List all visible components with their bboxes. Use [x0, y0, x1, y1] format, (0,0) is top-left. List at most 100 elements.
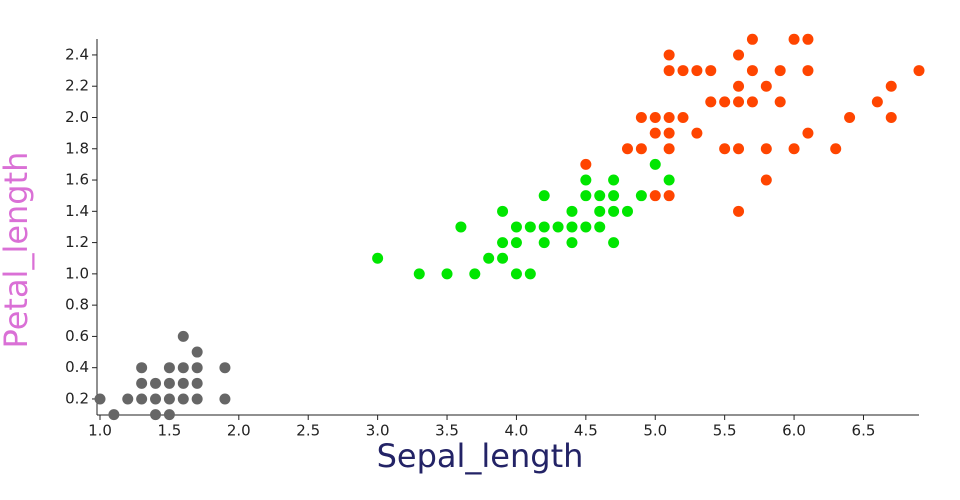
- x-tick-label: 4.5: [574, 422, 598, 440]
- point: [510, 268, 522, 280]
- point: [663, 111, 675, 123]
- point: [802, 127, 814, 139]
- point: [719, 96, 731, 108]
- point: [691, 127, 703, 139]
- point: [649, 190, 661, 202]
- y-tick-label: 1.8: [65, 139, 89, 157]
- point: [469, 268, 481, 280]
- point: [649, 158, 661, 170]
- point: [663, 190, 675, 202]
- point: [885, 111, 897, 123]
- point: [691, 65, 703, 77]
- point: [413, 268, 425, 280]
- point: [455, 221, 467, 233]
- point: [524, 221, 536, 233]
- y-tick-label: 2.2: [65, 77, 89, 95]
- point: [621, 143, 633, 155]
- point: [663, 127, 675, 139]
- point: [746, 96, 758, 108]
- x-tick-label: 6.0: [782, 422, 806, 440]
- point: [802, 65, 814, 77]
- y-tick-label: 1.2: [65, 233, 89, 251]
- point: [566, 205, 578, 217]
- point: [163, 409, 175, 421]
- point: [191, 346, 203, 358]
- point: [608, 174, 620, 186]
- point: [497, 252, 509, 264]
- point: [733, 205, 745, 217]
- y-tick-label: 0.2: [65, 389, 89, 407]
- point: [177, 377, 189, 389]
- point: [871, 96, 883, 108]
- x-tick-label: 5.0: [643, 422, 667, 440]
- point: [649, 111, 661, 123]
- point: [663, 143, 675, 155]
- point: [108, 409, 120, 421]
- point: [510, 237, 522, 249]
- point: [844, 111, 856, 123]
- point: [538, 237, 550, 249]
- y-tick-label: 1.6: [65, 171, 89, 189]
- point: [150, 409, 162, 421]
- point: [705, 96, 717, 108]
- point: [733, 80, 745, 92]
- x-axis-title: Sepal_length: [377, 437, 584, 475]
- point: [94, 393, 106, 405]
- point: [733, 49, 745, 61]
- point: [733, 96, 745, 108]
- y-tick-label: 0.6: [65, 327, 89, 345]
- point: [705, 65, 717, 77]
- point: [566, 237, 578, 249]
- point: [830, 143, 842, 155]
- point: [136, 377, 148, 389]
- point: [524, 268, 536, 280]
- y-tick-label: 1.4: [65, 202, 89, 220]
- point: [538, 190, 550, 202]
- x-tick-label: 6.5: [852, 422, 876, 440]
- point: [483, 252, 495, 264]
- y-axis-title: Petal_length: [0, 152, 35, 349]
- point: [177, 362, 189, 374]
- point: [372, 252, 384, 264]
- point: [163, 362, 175, 374]
- point: [774, 96, 786, 108]
- x-tick-label: 5.5: [713, 422, 737, 440]
- point: [497, 237, 509, 249]
- point: [510, 221, 522, 233]
- point: [580, 158, 592, 170]
- point: [621, 205, 633, 217]
- point: [177, 393, 189, 405]
- point: [552, 221, 564, 233]
- x-tick-label: 1.0: [88, 422, 112, 440]
- point: [774, 65, 786, 77]
- point: [788, 143, 800, 155]
- point: [163, 393, 175, 405]
- y-tick-label: 2.4: [65, 45, 89, 63]
- point: [136, 362, 148, 374]
- point: [191, 362, 203, 374]
- point: [663, 174, 675, 186]
- y-tick-label: 0.4: [65, 358, 89, 376]
- point: [746, 33, 758, 45]
- point: [150, 393, 162, 405]
- x-tick-label: 2.0: [227, 422, 251, 440]
- point: [663, 65, 675, 77]
- point: [538, 221, 550, 233]
- point: [191, 393, 203, 405]
- point: [760, 174, 772, 186]
- y-tick-label: 1.0: [65, 264, 89, 282]
- point: [635, 143, 647, 155]
- point: [663, 49, 675, 61]
- point: [733, 143, 745, 155]
- point: [580, 190, 592, 202]
- point: [136, 393, 148, 405]
- point: [163, 377, 175, 389]
- point: [719, 143, 731, 155]
- point: [635, 190, 647, 202]
- x-tick-label: 4.0: [505, 422, 529, 440]
- point: [580, 221, 592, 233]
- point: [177, 330, 189, 342]
- y-tick-label: 2.0: [65, 108, 89, 126]
- point: [219, 393, 231, 405]
- point: [885, 80, 897, 92]
